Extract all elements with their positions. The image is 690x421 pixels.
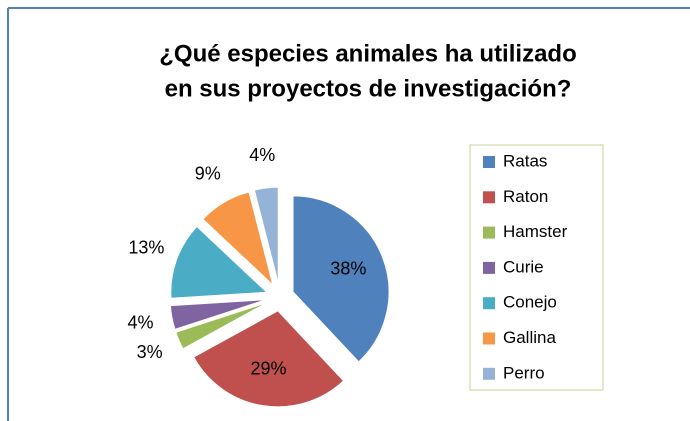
data-label: 38% [330,259,366,279]
data-label: 3% [137,342,163,362]
legend-swatch [483,226,495,239]
legend-label: Conejo [503,293,557,312]
legend-swatch [483,332,495,345]
data-label: 4% [128,312,154,332]
pie-slice [292,195,390,363]
legend-label: Ratas [503,151,547,170]
pie-slice [170,225,269,299]
pie-slice [193,310,345,408]
legend-swatch [483,367,495,380]
pie-slice [253,186,279,284]
legend-swatch [483,297,495,310]
legend-box [469,144,604,391]
legend-label: Curie [503,257,544,276]
data-label: 29% [250,358,286,378]
legend-swatch [483,191,495,204]
legend-swatch [483,156,495,168]
legend-label: Raton [503,187,548,206]
data-label: 4% [249,145,275,165]
legend-swatch [483,261,495,274]
chart-title: ¿Qué especies animales ha utilizado [159,40,576,67]
pie-slice [175,302,268,350]
legend-label: Hamster [503,222,568,241]
data-label: 9% [195,164,221,184]
legend-label: Gallina [503,328,556,347]
pie-slice [202,191,274,287]
pie-slice [169,299,267,330]
legend-label: Perro [503,363,545,382]
chart-title: en sus proyectos de investigación? [165,75,572,102]
data-label: 13% [128,238,164,258]
